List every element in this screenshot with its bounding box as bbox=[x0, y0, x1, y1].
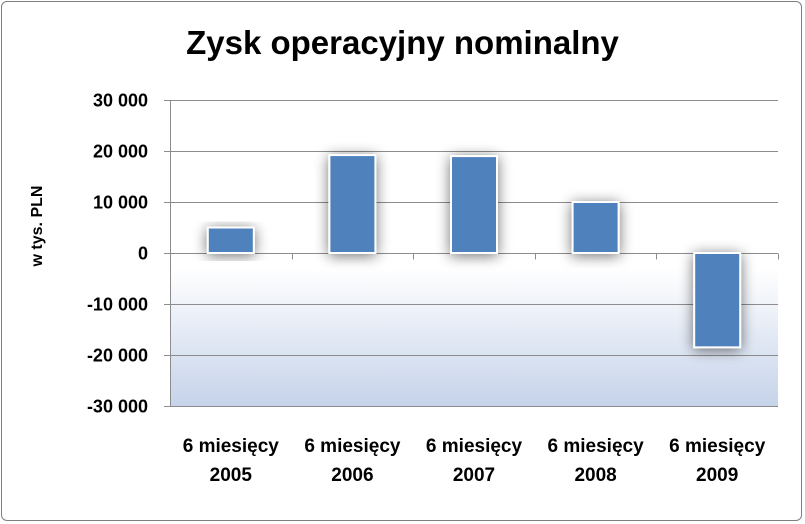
y-tick-label: -10 000 bbox=[87, 295, 148, 315]
x-category-label: 2009 bbox=[696, 465, 738, 486]
labels: 30 000 20 000 10 000 0 -10 000 -20 000 -30 000… bbox=[87, 91, 766, 487]
x-category-label: 2008 bbox=[574, 465, 616, 486]
bar bbox=[450, 155, 498, 255]
bar bbox=[328, 154, 377, 254]
x-category-label: 2005 bbox=[210, 465, 253, 486]
x-category-label: 2007 bbox=[453, 465, 495, 486]
y-tick-label: 20 000 bbox=[93, 142, 148, 162]
x-category-label: 6 miesięcy bbox=[304, 436, 401, 457]
y-tick-label: 0 bbox=[138, 244, 148, 264]
x-category-label: 6 miesięcy bbox=[183, 436, 280, 457]
bar bbox=[571, 201, 620, 254]
bar bbox=[206, 226, 255, 254]
x-category-label: 6 miesięcy bbox=[548, 436, 645, 457]
bar bbox=[693, 252, 742, 349]
x-category-label: 2006 bbox=[331, 465, 373, 486]
y-tick-label: -20 000 bbox=[87, 346, 148, 366]
x-category-label: 6 miesięcy bbox=[669, 436, 766, 457]
y-tick-label: 10 000 bbox=[93, 193, 148, 213]
bars bbox=[206, 154, 742, 349]
y-tick-label: -30 000 bbox=[87, 397, 148, 417]
x-category-label: 6 miesięcy bbox=[426, 436, 523, 457]
y-tick-label: 30 000 bbox=[93, 91, 148, 111]
chart-title: Zysk operacyjny nominalny bbox=[186, 24, 619, 61]
